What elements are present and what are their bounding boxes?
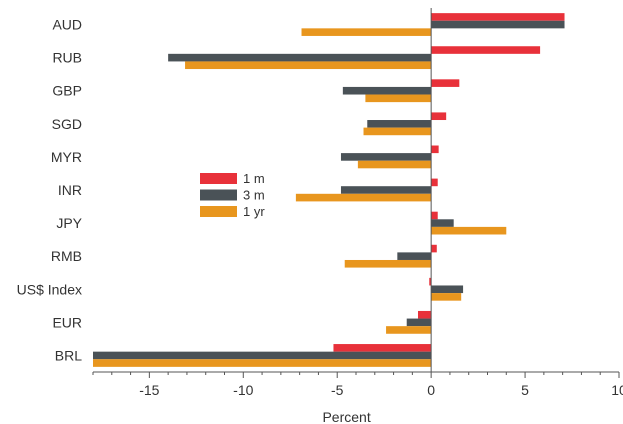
bar-myr-1-m (431, 145, 439, 154)
bar-inr-3-m (340, 186, 432, 194)
bar-rub-1-m (431, 46, 541, 54)
bar-aud-1-yr (301, 28, 432, 36)
category-label-gbp: GBP (52, 83, 82, 99)
bar-gbp-1-m (431, 79, 460, 87)
x-axis-title: Percent (322, 409, 370, 424)
bar-brl-3-m (93, 351, 432, 360)
bar-rmb-1-yr (344, 259, 432, 268)
bar-brl-1-yr (93, 359, 432, 367)
x-tick-label: 10 (611, 382, 623, 398)
legend-label-1-m: 1 m (243, 171, 265, 186)
legend: 1 m 3 m1 yr (200, 171, 265, 219)
category-label-brl: BRL (55, 347, 82, 363)
bar-us-index-1-yr (431, 293, 462, 301)
legend-swatch-1-m (200, 173, 237, 184)
x-tick-label: 0 (427, 382, 435, 398)
category-label-aud: AUD (52, 17, 82, 33)
legend-swatch-1-yr (200, 206, 237, 217)
bar-myr-3-m (340, 153, 432, 161)
x-axis: -15 -10 -5 0 5 10 (92, 8, 623, 398)
legend-label-3-m: 3 m (243, 188, 265, 203)
bar-us-index-1-m (429, 277, 432, 286)
bar-sgd-1-yr (363, 127, 432, 136)
bar-myr-1-yr (357, 160, 432, 169)
bar-eur-1-yr (386, 326, 432, 334)
bar-inr-1-m (431, 178, 438, 187)
bar-aud-1-m (431, 13, 565, 21)
bar-rub-3-m (168, 53, 432, 62)
category-label-rub: RUB (52, 50, 82, 66)
category-label-eur: EUR (52, 314, 82, 330)
bar-eur-1-m (417, 310, 432, 319)
bar-jpy-3-m (431, 219, 454, 227)
bar-sgd-3-m (367, 120, 432, 128)
bar-rmb-3-m (397, 252, 432, 260)
bar-jpy-1-m (431, 211, 438, 220)
legend-label-1-yr: 1 yr (243, 204, 265, 219)
bar-us-index-3-m (431, 285, 464, 294)
category-label-myr: MYR (51, 149, 82, 165)
legend-swatch-3-m (200, 189, 237, 201)
bar-jpy-1-yr (431, 226, 507, 235)
x-tick-label: -10 (233, 382, 253, 398)
bar-gbp-3-m (342, 86, 432, 95)
category-labels: AUD RUB GBP SGD MYR INR JPY RMB US$ Index EUR BRL (17, 17, 83, 364)
bar-rub-1-yr (185, 61, 432, 70)
bar-brl-1-m (333, 344, 432, 352)
x-tick-label: 5 (521, 382, 529, 398)
category-label-jpy: JPY (56, 215, 82, 231)
bar-sgd-1-m (431, 112, 447, 121)
category-label-us-index: US$ Index (17, 281, 82, 297)
category-label-inr: INR (58, 182, 82, 198)
bars-group (93, 13, 565, 367)
bar-rmb-1-m (431, 244, 437, 253)
x-tick-label: -15 (139, 382, 159, 398)
bar-inr-1-yr (295, 193, 432, 202)
category-label-sgd: SGD (52, 116, 82, 132)
bar-aud-3-m (431, 20, 565, 29)
x-tick-label: -5 (331, 382, 344, 398)
category-label-rmb: RMB (51, 248, 82, 264)
bar-eur-3-m (406, 318, 432, 327)
bar-gbp-1-yr (365, 94, 432, 103)
